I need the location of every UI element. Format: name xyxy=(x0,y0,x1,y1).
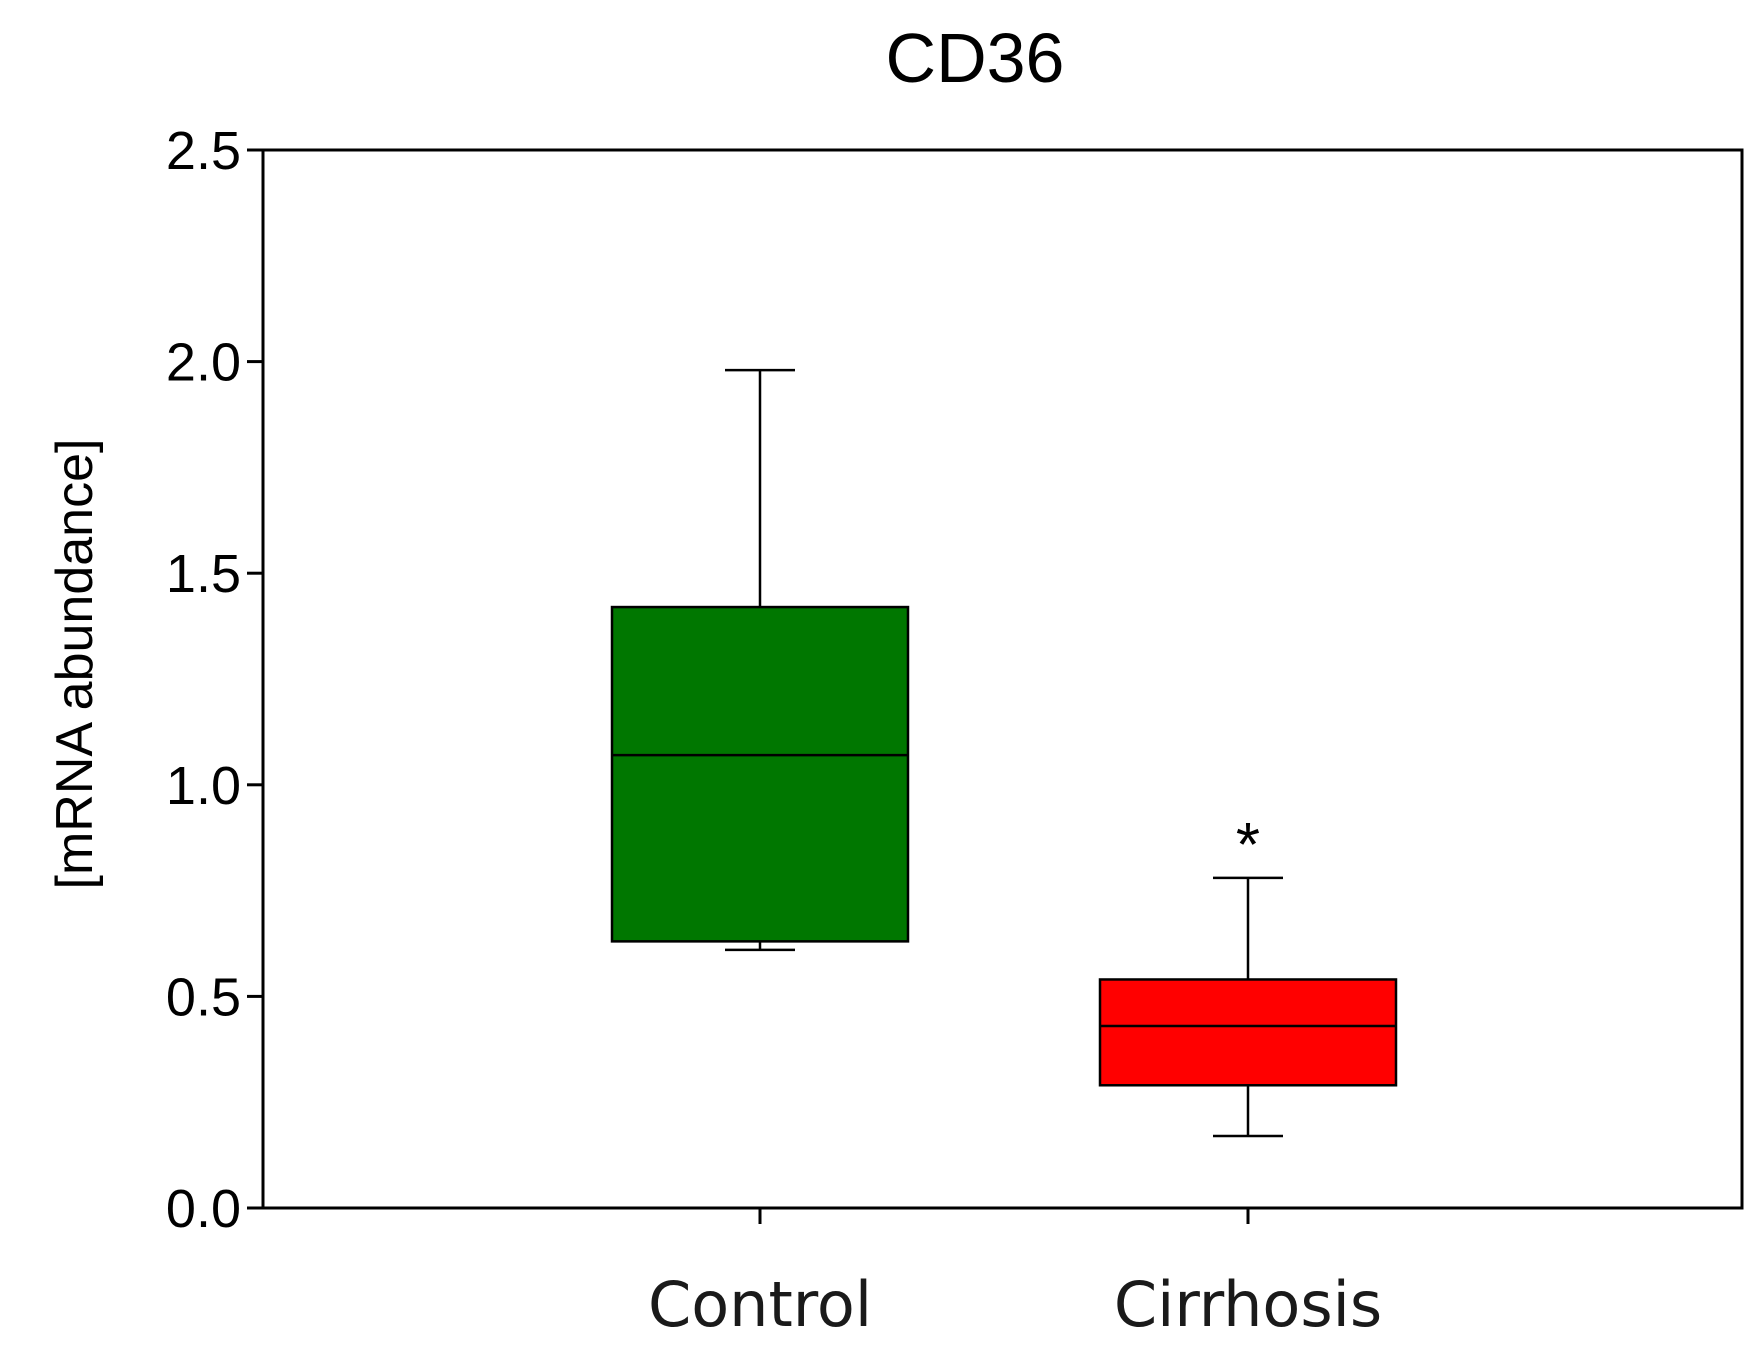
plot-area-frame xyxy=(261,148,1744,1210)
interquartile-box xyxy=(1098,978,1398,1087)
box-cirrhosis: * xyxy=(1098,811,1398,1138)
y-tick-label: 1.5 xyxy=(166,544,241,604)
y-axis-label: [mRNA abundance] xyxy=(46,439,104,890)
significance-marker: * xyxy=(1236,811,1260,880)
x-category-label: Cirrhosis xyxy=(1114,1268,1382,1341)
y-axis-ticks: 0.0 0.5 1.0 1.5 2.0 2.5 xyxy=(166,121,263,1239)
y-tick-label: 1.0 xyxy=(166,756,241,816)
box-series: * xyxy=(610,368,1398,1138)
y-tick-label: 2.0 xyxy=(166,333,241,393)
x-axis-ticks: Control Cirrhosis xyxy=(648,1208,1382,1341)
box-control xyxy=(610,368,910,952)
y-tick-label: 0.5 xyxy=(166,967,241,1027)
interquartile-box xyxy=(610,605,910,943)
chart-title: CD36 xyxy=(886,19,1065,97)
y-tick-label: 2.5 xyxy=(166,121,241,181)
x-category-label: Control xyxy=(648,1268,872,1341)
y-tick-label: 0.0 xyxy=(166,1179,241,1239)
